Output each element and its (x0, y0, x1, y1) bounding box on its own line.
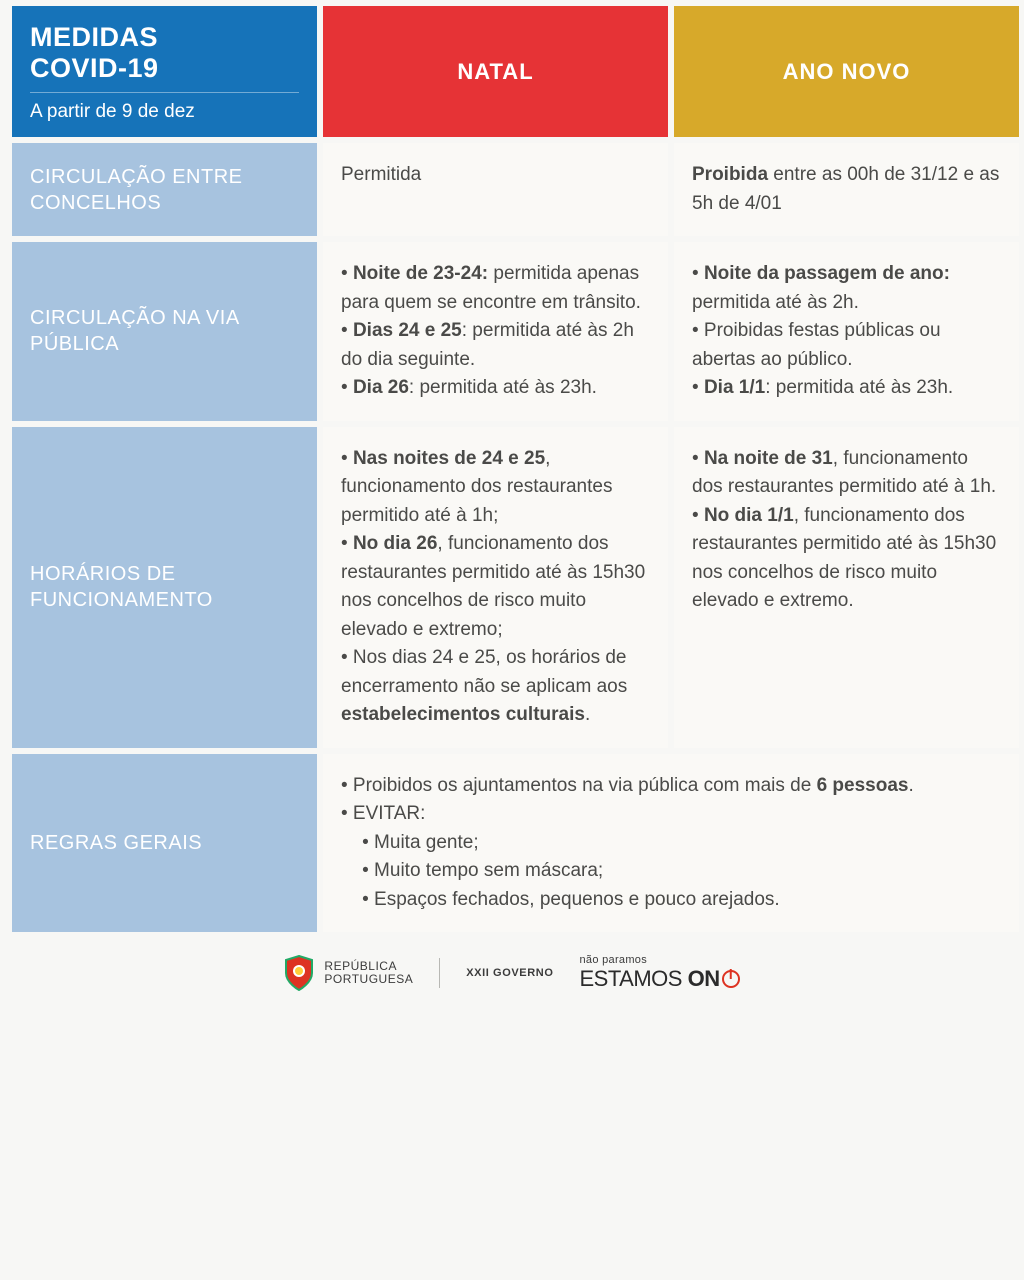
footer-divider (439, 958, 440, 988)
measures-table: MEDIDAS COVID-19 A partir de 9 de dez NA… (0, 0, 1024, 932)
column-header-ano-novo: ANO NOVO (674, 6, 1019, 137)
governo-text: XXII GOVERNO (466, 967, 553, 979)
cell-concelhos-natal: Permitida (323, 143, 668, 236)
republica-text: REPÚBLICA PORTUGUESA (324, 960, 413, 986)
shield-icon (284, 955, 314, 991)
header-subtitle: A partir de 9 de dez (30, 92, 299, 123)
power-icon (722, 970, 740, 988)
cell-via-publica-ano: • Noite da passagem de ano: permitida at… (674, 242, 1019, 421)
logo-estamos-on: não paramos ESTAMOS ON (580, 954, 740, 992)
row-label-horarios: HORÁRIOS DE FUNCIONAMENTO (12, 427, 317, 748)
cell-regras-gerais: • Proibidos os ajuntamentos na via públi… (323, 754, 1019, 933)
row-label-circulacao-via-publica: CIRCULAÇÃO NA VIA PÚBLICA (12, 242, 317, 421)
cell-via-publica-natal: • Noite de 23-24: permitida apenas para … (323, 242, 668, 421)
header-main: MEDIDAS COVID-19 A partir de 9 de dez (12, 6, 317, 137)
cell-horarios-natal: • Nas noites de 24 e 25, funcionamento d… (323, 427, 668, 748)
row-label-regras-gerais: REGRAS GERAIS (12, 754, 317, 933)
header-title: MEDIDAS COVID-19 (30, 22, 299, 84)
estamos-tagline: não paramos (580, 954, 740, 966)
footer: REPÚBLICA PORTUGUESA XXII GOVERNO não pa… (0, 932, 1024, 1010)
column-header-natal: NATAL (323, 6, 668, 137)
cell-horarios-ano: • Na noite de 31, funcionamento dos rest… (674, 427, 1019, 748)
logo-republica-portuguesa: REPÚBLICA PORTUGUESA (284, 955, 413, 991)
row-label-circulacao-concelhos: CIRCULAÇÃO ENTRE CONCELHOS (12, 143, 317, 236)
estamos-main: ESTAMOS ON (580, 966, 740, 992)
cell-concelhos-ano: Proibida entre as 00h de 31/12 e as 5h d… (674, 143, 1019, 236)
